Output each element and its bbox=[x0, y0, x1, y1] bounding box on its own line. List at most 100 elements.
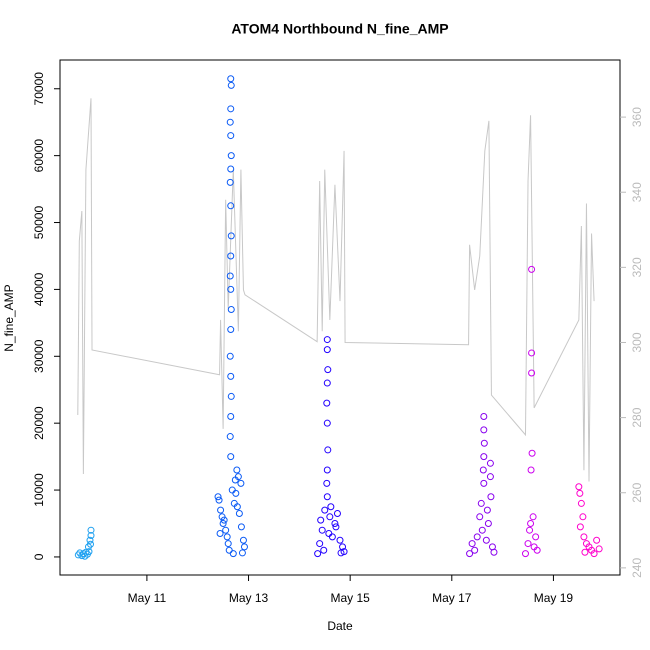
point bbox=[232, 489, 240, 497]
point bbox=[227, 132, 235, 140]
point bbox=[529, 513, 537, 521]
point bbox=[482, 536, 490, 544]
point bbox=[521, 550, 529, 558]
y-tick-label: 10000 bbox=[32, 473, 46, 507]
point bbox=[227, 285, 235, 293]
point bbox=[86, 540, 94, 548]
point bbox=[223, 533, 231, 541]
y2-tick-label: 300 bbox=[630, 332, 644, 352]
point bbox=[476, 513, 484, 521]
x-tick-label: May 11 bbox=[128, 591, 167, 605]
point bbox=[239, 536, 247, 544]
y2-tick-label: 360 bbox=[630, 107, 644, 127]
point bbox=[227, 326, 235, 334]
point bbox=[524, 540, 532, 548]
point bbox=[86, 536, 94, 544]
point bbox=[527, 466, 535, 474]
point bbox=[483, 506, 491, 514]
point bbox=[227, 152, 235, 160]
point bbox=[480, 439, 488, 447]
point bbox=[577, 499, 585, 507]
secondary-line bbox=[77, 98, 595, 482]
point bbox=[332, 523, 340, 531]
point bbox=[337, 549, 345, 557]
point bbox=[237, 523, 245, 531]
y-tick-label: 30000 bbox=[32, 339, 46, 373]
x-tick-label: May 13 bbox=[229, 591, 269, 605]
point bbox=[486, 459, 494, 467]
point bbox=[226, 118, 234, 126]
point bbox=[233, 503, 241, 511]
point bbox=[527, 520, 535, 527]
point bbox=[325, 530, 333, 538]
point bbox=[579, 513, 587, 521]
point bbox=[580, 533, 588, 541]
point bbox=[87, 526, 95, 534]
point bbox=[532, 533, 540, 541]
point bbox=[320, 546, 328, 554]
point bbox=[593, 536, 601, 544]
point bbox=[484, 520, 492, 527]
point bbox=[473, 533, 481, 541]
point bbox=[487, 493, 495, 501]
point bbox=[468, 540, 476, 548]
point bbox=[528, 265, 536, 273]
point bbox=[217, 506, 225, 514]
plot-frame bbox=[59, 59, 621, 576]
point bbox=[214, 493, 222, 501]
point bbox=[528, 369, 536, 377]
point bbox=[238, 549, 246, 557]
point bbox=[227, 75, 235, 83]
point bbox=[479, 466, 487, 474]
point bbox=[321, 506, 329, 514]
point bbox=[486, 473, 494, 481]
y2-tick-label: 320 bbox=[630, 257, 644, 277]
point bbox=[323, 466, 331, 474]
point bbox=[240, 543, 248, 551]
point bbox=[328, 533, 336, 541]
point bbox=[226, 272, 234, 280]
point bbox=[480, 426, 488, 434]
point bbox=[323, 336, 331, 344]
point bbox=[220, 516, 228, 524]
point bbox=[314, 550, 322, 558]
y-tick-label: 60000 bbox=[32, 139, 46, 173]
point bbox=[227, 305, 235, 313]
point bbox=[336, 536, 344, 544]
point bbox=[229, 550, 237, 558]
point bbox=[333, 509, 341, 517]
point bbox=[215, 496, 223, 504]
point bbox=[327, 503, 335, 511]
point bbox=[323, 479, 331, 487]
point bbox=[331, 520, 339, 527]
point bbox=[227, 412, 235, 420]
point bbox=[216, 530, 224, 538]
point bbox=[231, 476, 239, 484]
point bbox=[530, 543, 538, 551]
point bbox=[323, 379, 331, 387]
point bbox=[466, 550, 474, 558]
point bbox=[227, 105, 235, 113]
point bbox=[227, 165, 235, 173]
y-tick-label: 40000 bbox=[32, 272, 46, 306]
x-tick-label: May 19 bbox=[534, 591, 574, 605]
point bbox=[227, 81, 235, 89]
point bbox=[528, 449, 536, 457]
point bbox=[480, 479, 488, 487]
y2-tick-label: 240 bbox=[630, 558, 644, 578]
point bbox=[590, 550, 598, 558]
point bbox=[316, 540, 324, 548]
x-axis-label: Date bbox=[327, 619, 353, 633]
point bbox=[324, 366, 332, 374]
point bbox=[323, 493, 331, 501]
point bbox=[227, 372, 235, 380]
point bbox=[227, 202, 235, 210]
point bbox=[478, 526, 486, 534]
y-tick-label: 70000 bbox=[32, 72, 46, 106]
point bbox=[74, 551, 82, 559]
x-tick-label: May 15 bbox=[330, 591, 370, 605]
point bbox=[318, 526, 326, 534]
y-axis-label: N_fine_AMP bbox=[2, 284, 16, 351]
point bbox=[235, 509, 243, 517]
point bbox=[224, 540, 232, 548]
